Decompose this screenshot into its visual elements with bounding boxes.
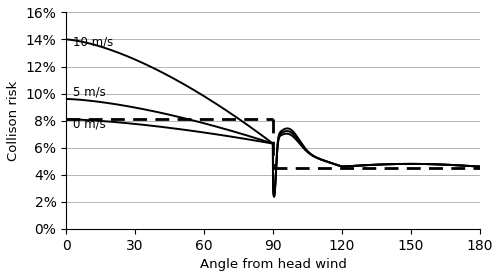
Y-axis label: Collison risk: Collison risk	[7, 81, 20, 161]
Text: 10 m/s: 10 m/s	[73, 36, 113, 49]
Text: 5 m/s: 5 m/s	[73, 86, 106, 99]
X-axis label: Angle from head wind: Angle from head wind	[200, 258, 346, 271]
Text: 0 m/s: 0 m/s	[73, 118, 106, 130]
